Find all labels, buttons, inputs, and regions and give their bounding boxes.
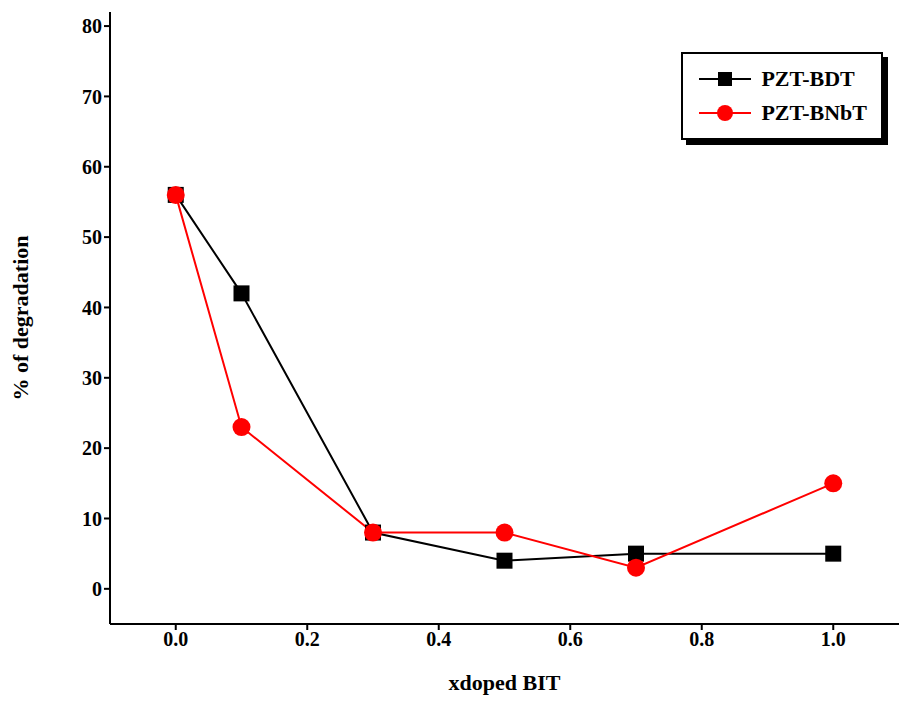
svg-text:70: 70 xyxy=(82,86,102,108)
svg-text:60: 60 xyxy=(82,156,102,178)
svg-text:40: 40 xyxy=(82,297,102,319)
html-text:PZT-BNbT: PZT-BNbT xyxy=(761,100,867,125)
svg-text:0.4: 0.4 xyxy=(426,628,451,650)
svg-text:0.8: 0.8 xyxy=(689,628,714,650)
svg-text:80: 80 xyxy=(82,15,102,37)
svg-text:30: 30 xyxy=(82,367,102,389)
svg-text:0: 0 xyxy=(92,578,102,600)
svg-text:10: 10 xyxy=(82,508,102,530)
html-text:PZT-BDT: PZT-BDT xyxy=(761,66,855,91)
svg-text:xdoped BIT: xdoped BIT xyxy=(449,670,561,695)
svg-text:1.0: 1.0 xyxy=(821,628,846,650)
svg-text:0.2: 0.2 xyxy=(295,628,320,650)
svg-text:50: 50 xyxy=(82,226,102,248)
svg-text:20: 20 xyxy=(82,437,102,459)
svg-text:0.0: 0.0 xyxy=(163,628,188,650)
svg-text:% of degradation: % of degradation xyxy=(8,236,33,401)
svg-text:0.6: 0.6 xyxy=(558,628,583,650)
